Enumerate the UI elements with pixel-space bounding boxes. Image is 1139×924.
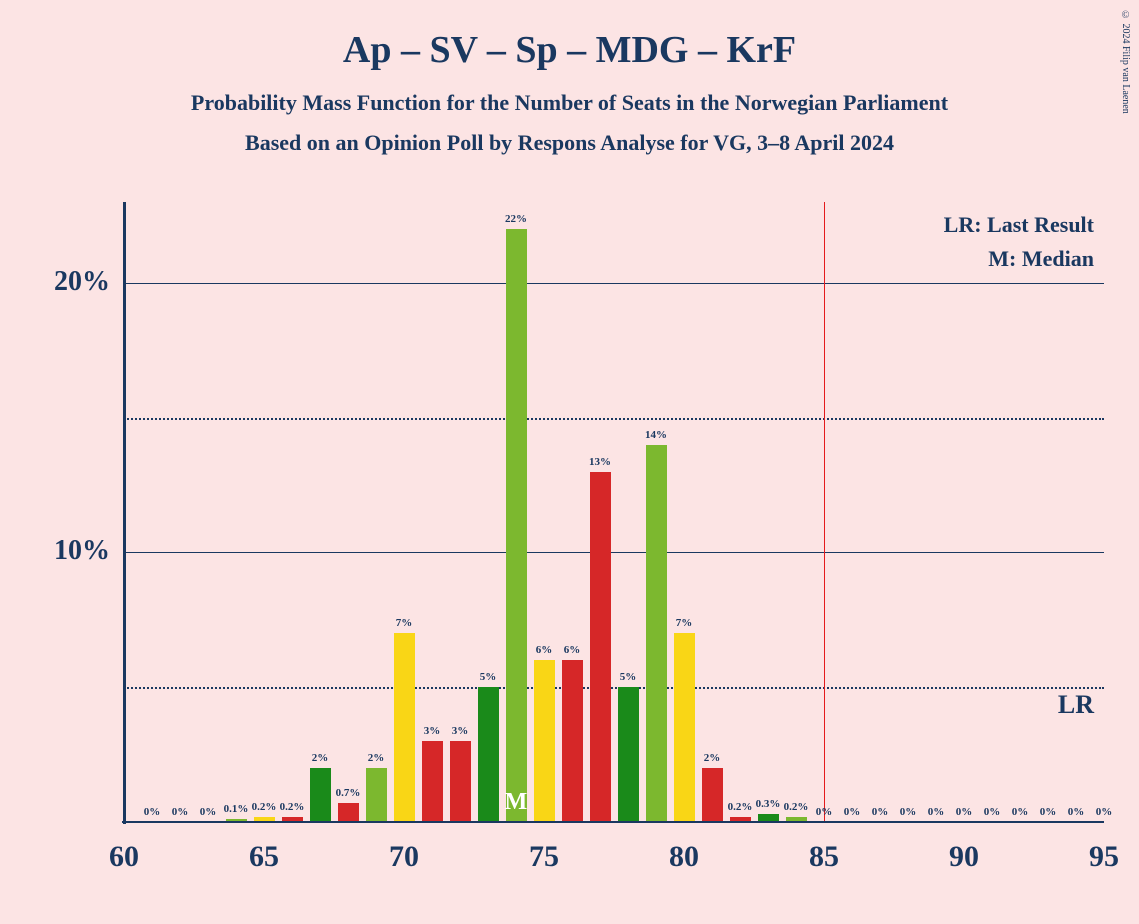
bar-value-label: 7% xyxy=(676,617,693,629)
gridline xyxy=(124,283,1104,284)
legend-last-result: LR: Last Result xyxy=(944,212,1094,238)
chart-title: Ap – SV – Sp – MDG – KrF xyxy=(0,0,1139,72)
x-axis-label: 75 xyxy=(529,840,559,874)
bar xyxy=(674,633,695,822)
bar-value-label: 0% xyxy=(872,806,889,818)
bar-value-label: 6% xyxy=(564,644,581,656)
legend-median: M: Median xyxy=(988,246,1094,272)
bar-value-label: 0% xyxy=(172,806,189,818)
bar xyxy=(478,687,499,822)
x-axis-label: 60 xyxy=(109,840,139,874)
bar-value-label: 0.7% xyxy=(336,787,361,799)
bar xyxy=(394,633,415,822)
bar-value-label: 0% xyxy=(1040,806,1057,818)
bar xyxy=(366,768,387,822)
bar-value-label: 2% xyxy=(704,752,721,764)
bar-value-label: 0% xyxy=(956,806,973,818)
bar-value-label: 0.2% xyxy=(280,801,305,813)
last-result-line xyxy=(824,202,825,822)
bar xyxy=(590,472,611,822)
bar-value-label: 3% xyxy=(424,725,441,737)
bar xyxy=(562,660,583,822)
bar-value-label: 7% xyxy=(396,617,413,629)
bar-value-label: 0.3% xyxy=(756,798,781,810)
chart-subtitle-1: Probability Mass Function for the Number… xyxy=(0,72,1139,116)
bar xyxy=(702,768,723,822)
bar-value-label: 0% xyxy=(844,806,861,818)
bar-value-label: 0.2% xyxy=(252,801,277,813)
y-axis-label: 10% xyxy=(54,535,110,567)
bar-value-label: 6% xyxy=(536,644,553,656)
bar xyxy=(310,768,331,822)
bar-value-label: 5% xyxy=(480,671,497,683)
bar-value-label: 0% xyxy=(1012,806,1029,818)
x-axis-label: 85 xyxy=(809,840,839,874)
x-axis-label: 90 xyxy=(949,840,979,874)
copyright-text: © 2024 Filip van Laenen xyxy=(1120,10,1131,114)
bar-value-label: 2% xyxy=(368,752,385,764)
chart-plot-area: 10%20%0%0%0%0.1%0.2%0.2%2%0.7%2%7%3%3%5%… xyxy=(124,202,1104,822)
median-label: M xyxy=(505,789,528,816)
lr-axis-label: LR xyxy=(1058,690,1094,720)
bar-value-label: 22% xyxy=(505,213,527,225)
bar-value-label: 13% xyxy=(589,456,611,468)
chart-subtitle-2: Based on an Opinion Poll by Respons Anal… xyxy=(0,116,1139,156)
bar-value-label: 5% xyxy=(620,671,637,683)
gridline xyxy=(124,687,1104,689)
bar xyxy=(646,445,667,822)
bar xyxy=(450,741,471,822)
y-axis xyxy=(123,202,126,824)
bar-value-label: 0% xyxy=(928,806,945,818)
x-axis-label: 70 xyxy=(389,840,419,874)
bar-value-label: 0% xyxy=(200,806,217,818)
bar-value-label: 14% xyxy=(645,429,667,441)
x-axis xyxy=(122,821,1104,824)
y-axis-label: 20% xyxy=(54,266,110,298)
bar xyxy=(422,741,443,822)
bar-value-label: 0.2% xyxy=(784,801,809,813)
bar-value-label: 0.1% xyxy=(224,803,249,815)
bar-value-label: 0% xyxy=(1068,806,1085,818)
gridline xyxy=(124,552,1104,553)
bar-value-label: 0% xyxy=(1096,806,1113,818)
x-axis-label: 80 xyxy=(669,840,699,874)
bar-value-label: 2% xyxy=(312,752,329,764)
bar-value-label: 0% xyxy=(900,806,917,818)
x-axis-label: 65 xyxy=(249,840,279,874)
bar xyxy=(338,803,359,822)
x-axis-label: 95 xyxy=(1089,840,1119,874)
bar-value-label: 0% xyxy=(984,806,1001,818)
bar-value-label: 0% xyxy=(816,806,833,818)
bar xyxy=(506,229,527,822)
bar xyxy=(618,687,639,822)
bar xyxy=(534,660,555,822)
gridline xyxy=(124,418,1104,420)
bar-value-label: 3% xyxy=(452,725,469,737)
bar-value-label: 0.2% xyxy=(728,801,753,813)
bar-value-label: 0% xyxy=(144,806,161,818)
